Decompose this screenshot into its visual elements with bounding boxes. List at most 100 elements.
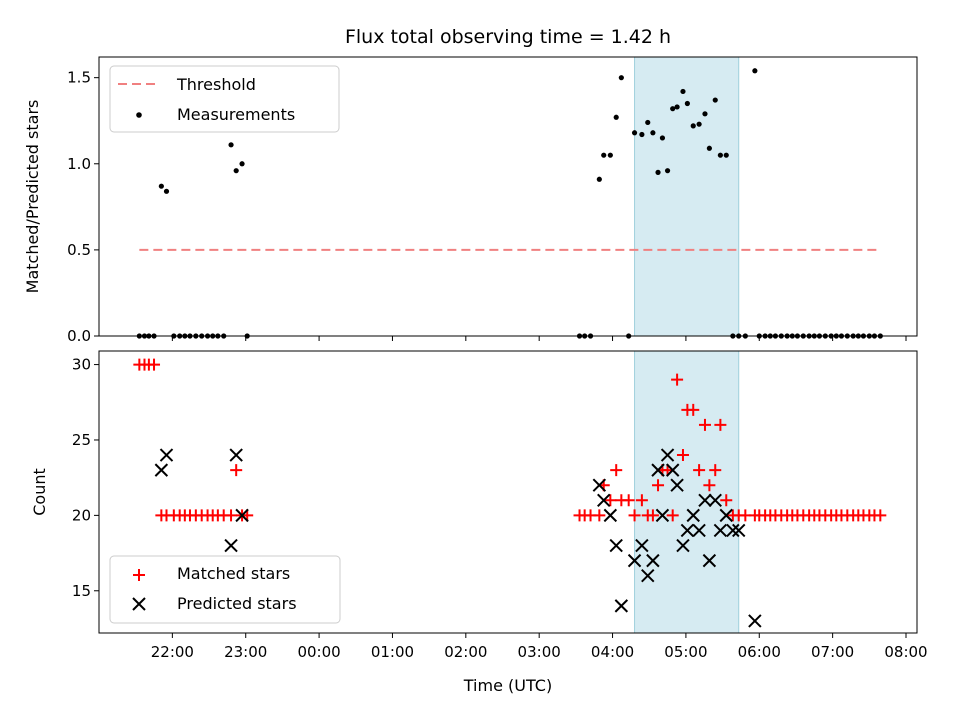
predicted-star-point: [229, 448, 243, 462]
measurement-point: [163, 188, 170, 194]
top-y-axis-label: Matched/Predicted stars: [23, 100, 42, 294]
measurement-point: [613, 114, 619, 120]
predicted-star-point: [159, 448, 174, 462]
predicted-star-point: [698, 493, 712, 508]
bottom-x-axis: 22:00 23:00 00:00 01:00 02:00 03:00 04:00 05:00…: [151, 633, 928, 661]
predicted-star-point: [676, 538, 690, 553]
measurement-point: [659, 135, 666, 141]
measurement-point: [618, 75, 624, 81]
predicted-star-point: [719, 508, 733, 523]
y-tick-label: 30: [72, 356, 91, 374]
matched-star-point: [230, 464, 243, 477]
predicted-star-point: [655, 508, 670, 523]
matched-star-point: [687, 403, 700, 416]
y-tick-label: 1.0: [67, 155, 91, 173]
predicted-star-point: [627, 553, 642, 568]
legend-matched-label: Matched stars: [177, 564, 290, 583]
x-tick-label: 22:00: [151, 643, 194, 661]
x-tick-label: 04:00: [591, 643, 634, 661]
predicted-star-point: [597, 493, 611, 508]
matched-star-point: [703, 479, 716, 492]
predicted-star-point: [726, 523, 740, 538]
measurement-point: [233, 168, 239, 174]
x-tick-label: 00:00: [297, 643, 340, 661]
predicted-star-point: [692, 523, 706, 538]
predicted-star-point: [235, 508, 249, 523]
measurement-point: [239, 161, 245, 167]
x-tick-label: 06:00: [738, 643, 781, 661]
legend-measurements-label: Measurements: [177, 105, 295, 124]
y-tick-label: 0.5: [67, 241, 91, 259]
measurement-point: [684, 100, 690, 107]
matched-star-point: [225, 509, 238, 522]
measurement-point: [607, 152, 613, 158]
measurement-point: [670, 106, 676, 112]
top-axes-frame: [98, 56, 918, 337]
bottom-observing-span: [634, 350, 740, 634]
measurement-point: [631, 130, 638, 136]
predicted-star-point: [748, 614, 762, 628]
predicted-star-point: [665, 463, 680, 477]
matched-star-point: [635, 494, 648, 507]
measurement-point: [712, 97, 718, 103]
matched-star-point: [709, 464, 722, 477]
predicted-star-point: [603, 508, 618, 523]
predicted-star-point: [660, 448, 675, 462]
y-tick-label: 20: [72, 506, 91, 524]
measurement-point: [723, 152, 729, 158]
x-tick-label: 05:00: [664, 643, 707, 661]
measurement-point: [596, 176, 602, 182]
predicted-star-point: [609, 538, 623, 553]
matched-star-point: [593, 509, 606, 522]
predicted-star-point: [614, 599, 629, 613]
measurement-point: [601, 152, 607, 158]
matched-star-point: [720, 494, 733, 507]
bottom-panel: 15 20 25 30 22:00 23:00 00:00 01:00 02:00 03:00 0…: [30, 350, 928, 695]
bottom-y-axis-label: Count: [30, 468, 49, 516]
predicted-star-point: [154, 463, 169, 477]
top-legend-box: [109, 65, 340, 133]
legend-predicted-label: Predicted stars: [177, 594, 297, 613]
measurement-point: [228, 142, 234, 148]
x-tick-label: 08:00: [884, 643, 927, 661]
matched-star-point: [622, 494, 635, 507]
measurement-point: [696, 121, 702, 127]
measurement-point: [664, 168, 671, 174]
measurement-point: [702, 111, 708, 117]
legend-predicted-swatch: [132, 597, 146, 611]
top-y-axis: 0.0 0.5 1.0 1.5: [67, 69, 99, 345]
predicted-star-point: [224, 538, 238, 553]
predicted-star-point: [592, 478, 607, 492]
measurement-point: [717, 152, 723, 158]
predicted-star-point: [708, 493, 722, 508]
measurement-point: [650, 130, 656, 136]
legend-matched-swatch: [133, 569, 145, 581]
y-tick-label: 25: [72, 431, 91, 449]
measurement-point: [158, 183, 164, 189]
chart-title: Flux total observing time = 1.42 h: [345, 26, 671, 48]
measurement-point: [690, 123, 696, 129]
measurement-point: [655, 169, 661, 175]
bottom-axes-frame: [98, 350, 918, 634]
measurement-point: [645, 119, 651, 126]
matched-star-point: [148, 358, 161, 371]
x-tick-label: 03:00: [518, 643, 561, 661]
measurement-point: [680, 88, 686, 95]
matched-star-point: [610, 464, 623, 477]
matched-star-point: [693, 464, 706, 477]
matched-star-point: [874, 509, 887, 522]
bottom-legend-box: [109, 555, 341, 624]
predicted-stars-series: [154, 448, 762, 628]
predicted-star-point: [635, 538, 649, 553]
predicted-star-point: [641, 568, 655, 583]
measurement-point: [706, 145, 712, 151]
matched-star-point: [628, 509, 641, 522]
top-legend: Threshold Measurements: [109, 65, 340, 133]
measurement-point: [639, 131, 645, 138]
x-tick-label: 07:00: [811, 643, 854, 661]
predicted-star-point: [651, 463, 665, 477]
top-panel: 0.0 0.5 1.0 1.5 Flux total observing time =…: [23, 26, 918, 345]
top-observing-span: [634, 56, 740, 337]
measurement-point: [674, 104, 680, 110]
